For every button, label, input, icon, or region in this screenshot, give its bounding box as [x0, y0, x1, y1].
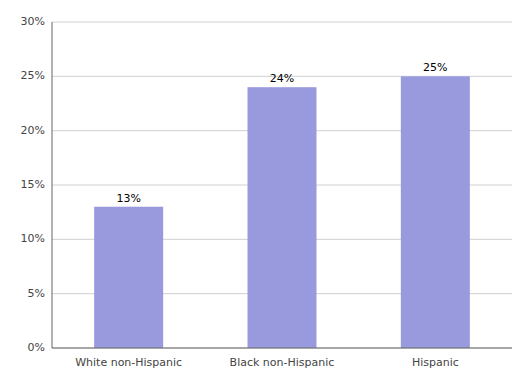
grid-line [52, 22, 512, 23]
grid [52, 22, 512, 348]
data-label: 25% [423, 61, 447, 74]
y-tick-label: 30% [21, 15, 45, 28]
chart-container: 0% 5% 10% 15% 20% 25% 30% White non-Hispanic Bla… [0, 0, 528, 390]
x-tick-label: Black non-Hispanic [230, 356, 335, 369]
y-tick-label: 10% [21, 232, 45, 245]
x-tick-label: White non-Hispanic [75, 356, 182, 369]
y-tick-label: 0% [28, 341, 45, 354]
grid-line [52, 348, 512, 349]
x-axis-line [52, 348, 512, 349]
y-tick-label: 5% [28, 287, 45, 300]
bar [94, 207, 163, 348]
x-tick-label: Hispanic [412, 356, 459, 369]
bar [401, 76, 470, 348]
y-tick-label: 20% [21, 124, 45, 137]
bars [94, 76, 470, 348]
data-label: 24% [270, 72, 294, 85]
bar [248, 87, 317, 348]
y-tick-label: 25% [21, 69, 45, 82]
data-label: 13% [116, 192, 140, 205]
y-tick-label: 15% [21, 178, 45, 191]
y-axis-line [52, 22, 53, 348]
chart: 0% 5% 10% 15% 20% 25% 30% White non-Hispanic Bla… [0, 0, 528, 390]
